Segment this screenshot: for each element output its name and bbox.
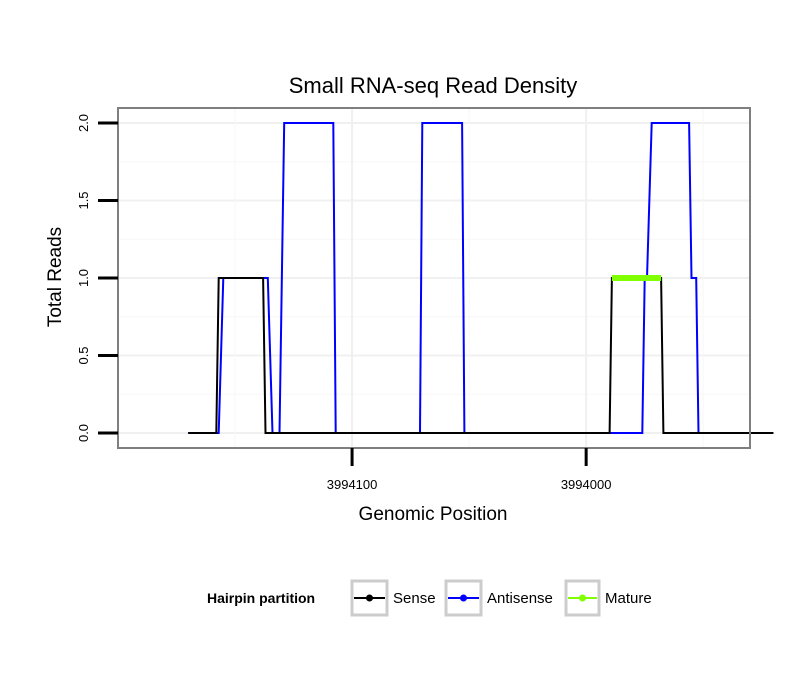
legend-key-point	[460, 594, 467, 602]
legend-key-point	[366, 594, 373, 602]
series-lines	[188, 122, 774, 434]
legend-key-point	[579, 594, 586, 602]
legend-item-antisense: Antisense	[444, 579, 553, 617]
series-sense-line	[188, 277, 774, 434]
x-tick-label: 3994000	[561, 477, 612, 492]
y-tick-label: 1.0	[76, 269, 91, 287]
legend-title: Hairpin partition	[207, 590, 315, 606]
y-tick-label: 0.0	[76, 424, 91, 442]
legend-entries: Sense Antisense Mature	[350, 579, 652, 617]
x-axis: 3994100 3994000	[327, 448, 612, 492]
x-axis-title: Genomic Position	[359, 504, 508, 525]
x-tick-label: 3994100	[327, 477, 378, 492]
series-antisense-line	[188, 122, 774, 434]
legend-label: Mature	[605, 590, 652, 607]
y-axis: 0.0 0.5 1.0 1.5 2.0	[76, 114, 118, 442]
legend: Hairpin partition Sense Antisense Mature	[207, 579, 652, 617]
y-axis-title: Total Reads	[45, 227, 66, 327]
legend-item-sense: Sense	[350, 579, 436, 617]
legend-label: Sense	[393, 590, 436, 607]
y-tick-label: 2.0	[76, 114, 91, 132]
y-tick-label: 0.5	[76, 346, 91, 364]
y-tick-label: 1.5	[76, 191, 91, 209]
legend-item-mature: Mature	[564, 579, 652, 617]
legend-label: Antisense	[487, 590, 553, 607]
chart-title: Small RNA-seq Read Density	[289, 73, 578, 98]
